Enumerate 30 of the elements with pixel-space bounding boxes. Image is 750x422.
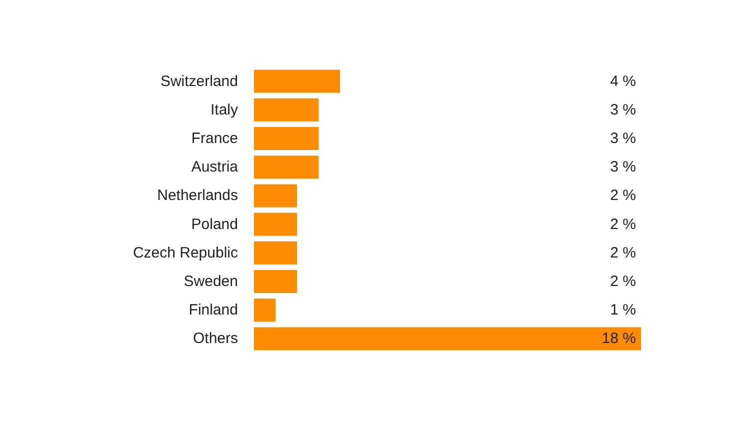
data-label: 2 % bbox=[610, 187, 636, 204]
y-tick-label: Netherlands bbox=[157, 187, 238, 204]
data-label: 4 % bbox=[610, 72, 636, 90]
y-tick-label: Finland bbox=[188, 302, 238, 319]
y-tick-label: Czech Republic bbox=[132, 244, 238, 262]
bar bbox=[254, 98, 318, 122]
data-label: 3 % bbox=[610, 158, 636, 176]
bar bbox=[254, 156, 318, 179]
bar bbox=[254, 212, 297, 236]
bar bbox=[254, 241, 297, 264]
data-label: 3 % bbox=[610, 101, 636, 118]
data-label: 18 % bbox=[602, 330, 636, 348]
bar bbox=[254, 327, 641, 350]
y-tick-label: Switzerland bbox=[160, 72, 238, 90]
y-tick-label: Italy bbox=[210, 101, 238, 118]
bar bbox=[254, 184, 297, 208]
data-label: 2 % bbox=[610, 244, 636, 262]
data-label: 3 % bbox=[610, 130, 636, 147]
y-tick-label: Sweden bbox=[184, 273, 238, 290]
data-label: 2 % bbox=[610, 273, 636, 290]
y-tick-label: Others bbox=[192, 330, 238, 348]
y-tick-label: Poland bbox=[191, 216, 238, 233]
data-label: 1 % bbox=[610, 302, 636, 319]
y-tick-label: Austria bbox=[191, 158, 239, 176]
bar bbox=[254, 70, 340, 93]
bar bbox=[254, 298, 276, 322]
bar bbox=[254, 270, 297, 293]
data-label: 2 % bbox=[610, 216, 636, 233]
y-tick-label: France bbox=[191, 130, 238, 147]
bar bbox=[254, 127, 318, 150]
